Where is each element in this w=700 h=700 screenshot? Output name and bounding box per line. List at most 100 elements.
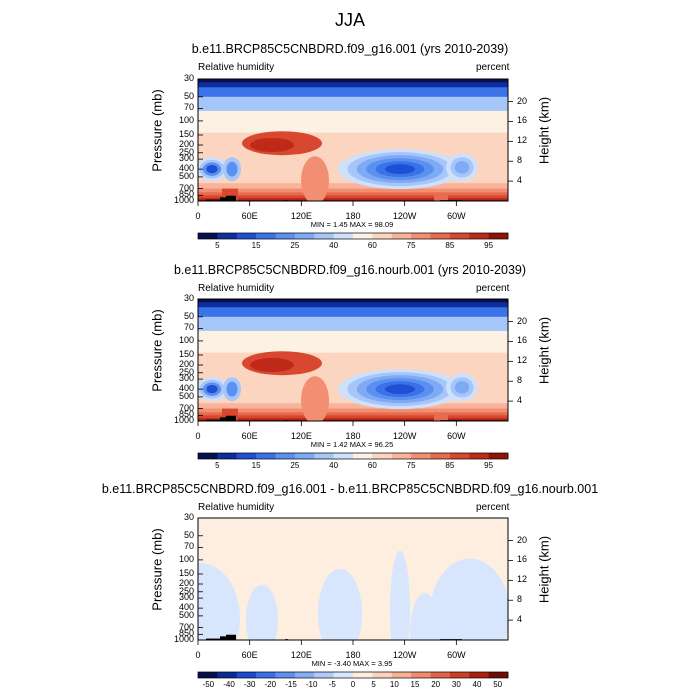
y-tick-label: 700 — [178, 182, 194, 193]
colorbar-swatch — [411, 672, 431, 678]
field-blob — [206, 164, 218, 174]
field-blob — [454, 381, 470, 394]
colorbar-label: 75 — [406, 461, 416, 470]
y-tick-label: 30 — [183, 512, 194, 522]
y-tick-label: 70 — [183, 541, 194, 552]
colorbar-label: -5 — [328, 680, 336, 689]
colorbar-swatch — [217, 672, 238, 678]
panel-2-left-label: Relative humidity — [198, 283, 275, 294]
y-tick-label: 200 — [178, 578, 194, 588]
colorbar-label: 40 — [472, 680, 482, 689]
y-tick-label: 850 — [178, 189, 194, 200]
y-tick-label: 850 — [178, 409, 194, 420]
y-tick-label: 50 — [183, 90, 194, 101]
colorbar-swatch — [294, 233, 315, 239]
colorbar-frame — [197, 452, 509, 460]
colorbar-swatch — [488, 233, 509, 239]
colorbar-swatch — [353, 672, 373, 678]
colorbar-swatch — [198, 453, 218, 459]
x-tick-label: 120E — [290, 650, 312, 660]
topography — [226, 195, 236, 201]
y-tick-label: 250 — [178, 366, 194, 377]
y-tick-label: 30 — [183, 293, 194, 303]
colorbar-label: 40 — [329, 241, 339, 250]
colorbar-swatch — [449, 233, 470, 239]
panel-3-right-label: percent — [476, 502, 510, 513]
panel-3-left-label: Relative humidity — [198, 502, 275, 513]
colorbar-swatch — [275, 672, 296, 678]
colorbar-label: -30 — [243, 680, 256, 689]
field-band — [198, 299, 508, 303]
y-tick-label: 500 — [178, 170, 194, 181]
colorbar-label: 85 — [445, 461, 455, 470]
colorbar-label: -50 — [202, 680, 215, 689]
x-tick-label: 0 — [195, 431, 201, 441]
panel-2-field — [197, 298, 509, 422]
colorbar-swatch — [333, 672, 354, 678]
colorbar-swatch — [275, 233, 296, 239]
x-tick-label: 60W — [447, 431, 466, 441]
y-tick-label: 500 — [178, 609, 194, 620]
x-tick-label: 120W — [392, 431, 417, 441]
x-tick-label: 60E — [241, 431, 258, 441]
field-band — [434, 412, 448, 421]
field-band — [198, 198, 508, 201]
colorbar-swatch — [411, 233, 431, 239]
colorbar-label: 5 — [215, 241, 220, 250]
colorbar-label: 15 — [251, 241, 261, 250]
colorbar-swatch — [469, 233, 489, 239]
colorbar-swatch — [256, 233, 276, 239]
x-tick-label: 120E — [290, 211, 312, 221]
field-blob — [384, 384, 416, 394]
y2-tick-label: 12 — [517, 135, 528, 146]
colorbar-swatch — [256, 672, 276, 678]
field-blob — [198, 562, 240, 640]
y-tick-label: 300 — [178, 592, 194, 603]
panel-1-right-label: percent — [476, 62, 510, 73]
colorbar-swatch — [333, 233, 354, 239]
main-title: JJA — [334, 10, 365, 30]
colorbar-swatch — [488, 672, 509, 678]
y-tick-label: 700 — [178, 621, 194, 632]
colorbar-swatch — [333, 453, 354, 459]
field-blob — [250, 138, 294, 153]
colorbar-swatch — [236, 233, 257, 239]
colorbar-label: 5 — [215, 461, 220, 470]
panel-2-ylabel: Pressure (mb) — [149, 309, 165, 392]
topography — [206, 199, 230, 201]
panel-3-minmax: MIN = -3.40 MAX = 3.95 — [311, 659, 393, 668]
y-tick-label: 400 — [178, 163, 194, 174]
field-blob — [390, 550, 410, 640]
field-blob — [250, 358, 294, 373]
y2-tick-label: 16 — [517, 115, 528, 126]
x-tick-label: 60W — [447, 650, 466, 660]
colorbar-swatch — [411, 453, 431, 459]
panel-2-title: b.e11.BRCP85C5CNBDRD.f09_g16.nourb.001 (… — [173, 263, 527, 277]
y2-tick-label: 16 — [517, 554, 528, 565]
y-tick-label: 1000 — [173, 634, 194, 644]
colorbar-label: 60 — [367, 461, 377, 470]
panel-3-title: b.e11.BRCP85C5CNBDRD.f09_g16.001 - b.e11… — [101, 482, 599, 496]
colorbar-swatch — [449, 672, 470, 678]
panel-1-minmax: MIN = 1.45 MAX = 98.09 — [310, 220, 394, 229]
field-blob — [430, 558, 508, 640]
y-tick-label: 1000 — [173, 195, 194, 205]
colorbar-label: -15 — [285, 680, 297, 689]
y-tick-label: 850 — [178, 628, 194, 639]
y-tick-label: 700 — [178, 402, 194, 413]
colorbar-label: 85 — [445, 241, 455, 250]
y2-tick-label: 4 — [517, 614, 523, 625]
x-tick-label: 0 — [195, 650, 201, 660]
y2-tick-label: 20 — [517, 315, 528, 326]
colorbar-frame — [197, 232, 509, 240]
topography — [206, 638, 230, 640]
field-blob — [226, 161, 238, 177]
y-tick-label: 300 — [178, 153, 194, 164]
colorbar-swatch — [217, 233, 238, 239]
y2-tick-label: 12 — [517, 574, 528, 585]
colorbar-label: 25 — [290, 241, 300, 250]
panel-3-y2label: Height (km) — [536, 535, 552, 604]
colorbar-swatch — [430, 233, 451, 239]
y-tick-label: 400 — [178, 602, 194, 613]
x-tick-label: 180 — [345, 650, 361, 660]
